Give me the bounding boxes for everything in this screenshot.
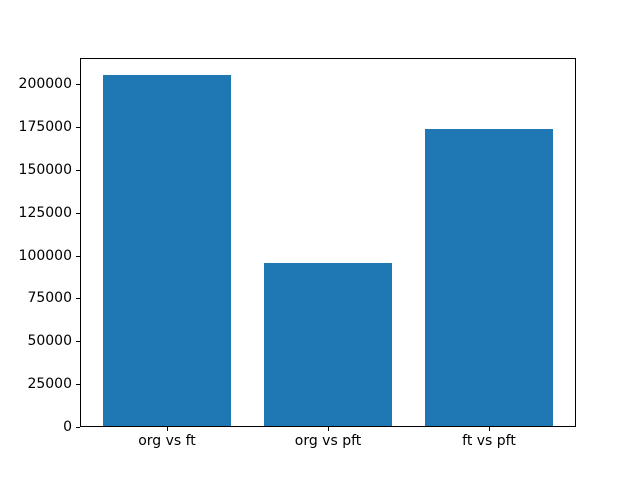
y-tick-mark bbox=[76, 213, 80, 214]
y-tick-mark bbox=[76, 384, 80, 385]
x-tick-label-org-vs-pft: org vs pft bbox=[294, 433, 362, 449]
plot-area bbox=[80, 58, 576, 427]
y-tick-mark bbox=[76, 298, 80, 299]
y-tick-label: 0 bbox=[63, 419, 72, 435]
x-tick-mark bbox=[167, 427, 168, 431]
x-tick-mark bbox=[489, 427, 490, 431]
y-tick-label: 150000 bbox=[18, 161, 72, 178]
x-tick-mark bbox=[328, 427, 329, 431]
y-tick-label: 75000 bbox=[27, 290, 72, 307]
y-tick-mark bbox=[76, 427, 80, 428]
bar-ft-vs-pft bbox=[424, 129, 554, 426]
y-tick-label: 125000 bbox=[18, 204, 72, 221]
y-tick-mark bbox=[76, 341, 80, 342]
x-tick-label-ft-vs-pft: ft vs pft bbox=[462, 433, 516, 449]
y-tick-label: 100000 bbox=[18, 247, 72, 264]
y-tick-mark bbox=[76, 84, 80, 85]
x-tick-label-org-vs-ft: org vs ft bbox=[138, 433, 196, 449]
y-tick-mark bbox=[76, 256, 80, 257]
y-tick-label: 175000 bbox=[18, 119, 72, 135]
y-tick-mark bbox=[76, 170, 80, 171]
y-tick-label: 200000 bbox=[18, 76, 72, 93]
y-tick-mark bbox=[76, 127, 80, 128]
bar-org-vs-ft bbox=[102, 74, 232, 426]
y-tick-label: 50000 bbox=[27, 333, 72, 350]
y-tick-label: 25000 bbox=[27, 376, 72, 393]
bar-org-vs-pft bbox=[263, 263, 393, 426]
